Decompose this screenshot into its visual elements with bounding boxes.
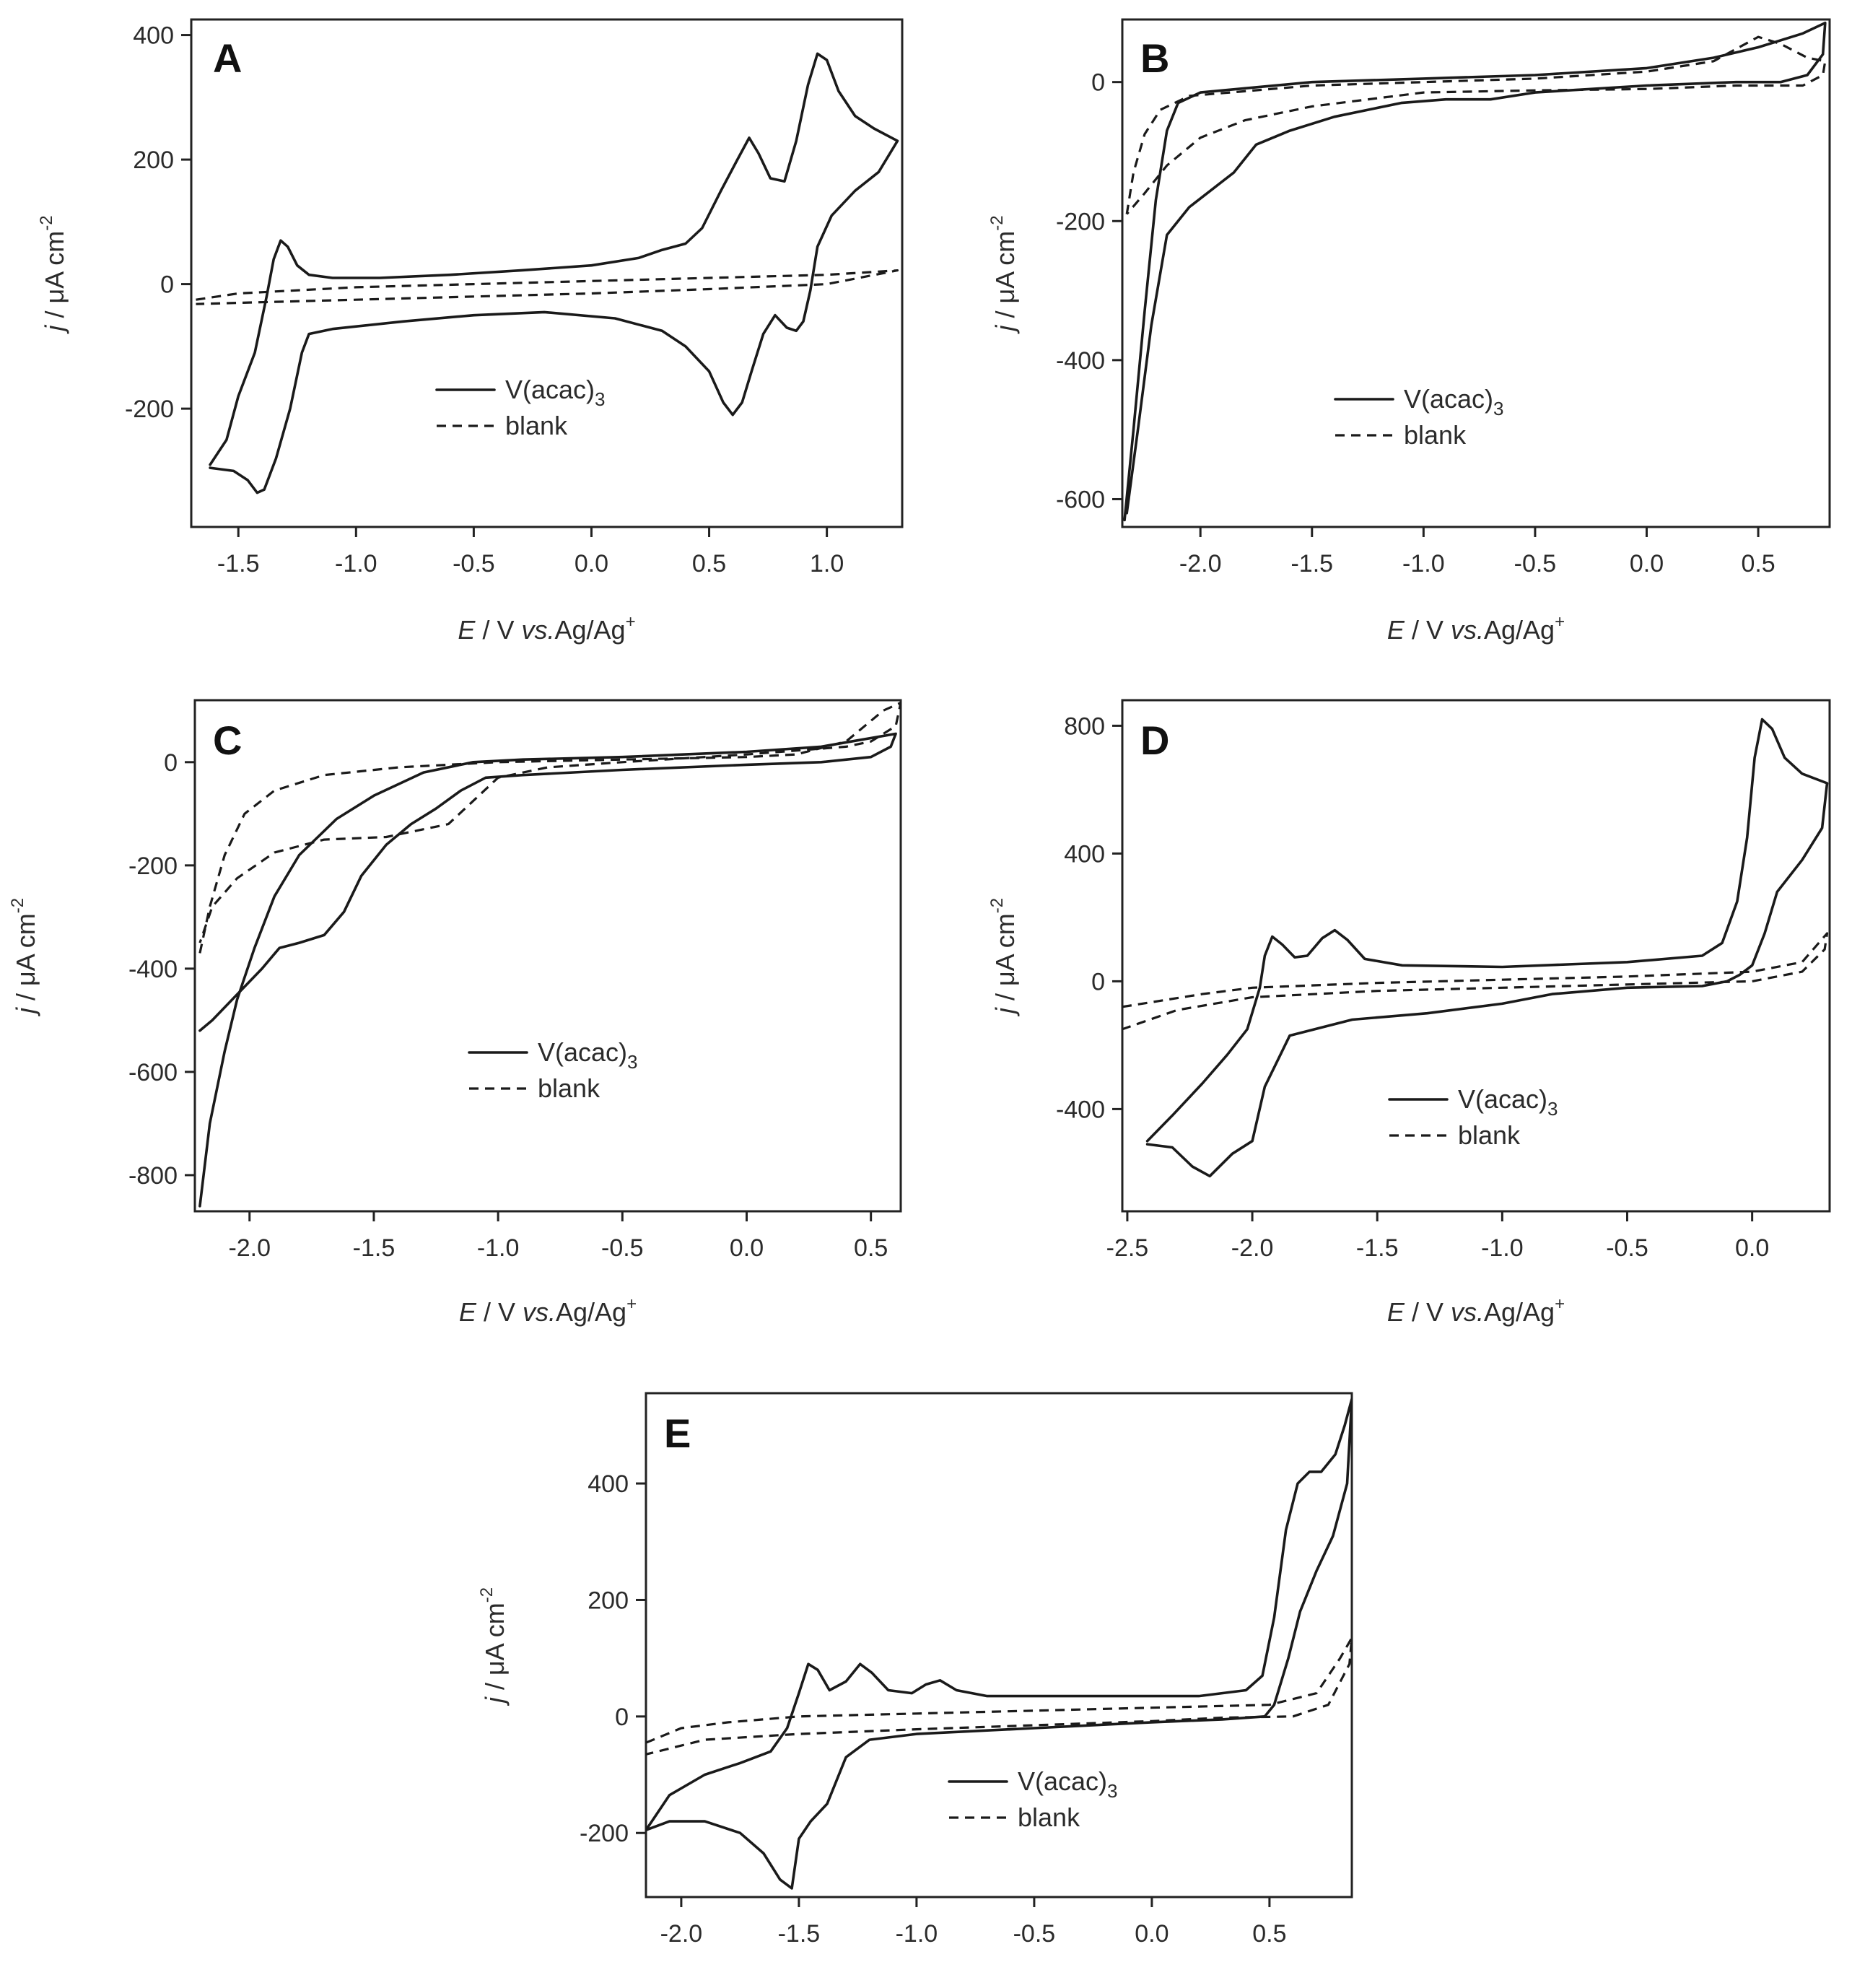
panel-b-x-tick-label: -1.5 [1290, 550, 1333, 577]
panel-b-x-axis-label: E / V vs.Ag/Ag+ [1387, 612, 1565, 645]
panel-b-legend-vacac3: V(acac)3 [1404, 384, 1504, 419]
panel-c-legend-blank: blank [538, 1073, 600, 1103]
panel-b-y-tick-label: 0 [1091, 69, 1105, 97]
panel-c-x-tick-label: 0.5 [854, 1234, 888, 1262]
panel-d-x-tick-label: -2.0 [1231, 1234, 1274, 1262]
panel-d-x-tick-label: -1.0 [1481, 1234, 1524, 1262]
panel-c-y-tick-label: -400 [128, 956, 178, 983]
panel-a-legend-vacac3: V(acac)3 [505, 375, 606, 410]
panel-b-plot-frame [1121, 18, 1831, 528]
panel-b-y-tick-label: -400 [1056, 347, 1105, 375]
panel-c-legend-vacac3: V(acac)3 [538, 1037, 638, 1073]
panel-d-y-tick-label: 0 [1091, 968, 1105, 995]
panel-c-y-tick-label: -800 [128, 1162, 178, 1190]
panel-c-x-tick-label: -0.5 [601, 1234, 644, 1262]
panel-e-legend-vacac3: V(acac)3 [1018, 1766, 1118, 1802]
panel-a-y-tick-label: 0 [160, 271, 174, 299]
panel-e-y-tick-label: 400 [588, 1470, 629, 1498]
panel-c-series-blank [198, 702, 901, 954]
panel-c-plot-frame [193, 699, 902, 1213]
panel-e-x-tick-label: 0.5 [1252, 1920, 1286, 1948]
panel-a-x-tick-label: 0.5 [692, 550, 726, 577]
panel-d-x-axis-label: E / V vs.Ag/Ag+ [1387, 1294, 1565, 1327]
panel-b-y-axis-label: j / μA cm-2 [987, 215, 1020, 334]
panel-e: -2.0 -1.5 -1.0 -0.5 0.0 0.5 -200 0 200 400 E V(acac… [477, 1392, 1353, 1948]
panel-c-y-tick-label: -200 [128, 853, 178, 880]
panel-b-x-tick-label: 0.0 [1630, 550, 1664, 577]
panel-e-letter: E [664, 1411, 691, 1456]
panel-b-legend-blank: blank [1404, 420, 1467, 450]
panel-b-x-tick-label: -1.0 [1402, 550, 1445, 577]
panel-b-x-tick-label: -0.5 [1514, 550, 1557, 577]
panel-a-series-vacac3 [209, 52, 899, 494]
panel-d: -2.5 -2.0 -1.5 -1.0 -0.5 0.0 -400 0 400 800 D V(aca… [987, 699, 1831, 1327]
panel-a-y-tick-label: -200 [125, 396, 174, 423]
panel-d-x-tick-label: -1.5 [1356, 1234, 1399, 1262]
panel-b-y-tick-label: -200 [1056, 208, 1105, 235]
panel-d-x-tick-label: 0.0 [1735, 1234, 1769, 1262]
panel-c-y-tick-label: -600 [128, 1059, 178, 1086]
panel-a-x-tick-label: -1.5 [217, 550, 260, 577]
panel-e-y-tick-label: 200 [588, 1587, 629, 1614]
panel-d-y-tick-label: 400 [1064, 840, 1105, 868]
panel-b-x-tick-label: -2.0 [1179, 550, 1222, 577]
panel-e-legend-blank: blank [1018, 1802, 1080, 1832]
panel-a-plot-frame [190, 18, 904, 528]
panel-b: -2.0 -1.5 -1.0 -0.5 0.0 0.5 -600 -400 -200 0 B V(ac… [987, 18, 1831, 645]
panel-e-x-tick-label: 0.0 [1135, 1920, 1169, 1948]
panel-e-x-tick-label: -0.5 [1013, 1920, 1056, 1948]
panel-b-series-blank [1125, 35, 1827, 215]
panel-b-letter: B [1140, 35, 1169, 81]
panel-d-series-blank [1122, 932, 1829, 1031]
panel-a-x-tick-label: -0.5 [453, 550, 495, 577]
panel-e-x-tick-label: -1.0 [896, 1920, 938, 1948]
panel-a-y-tick-label: 200 [133, 147, 174, 174]
panel-c-x-axis-label: E / V vs.Ag/Ag+ [459, 1294, 637, 1327]
panel-c-y-axis-label: j / μA cm-2 [8, 898, 40, 1017]
panel-d-letter: D [1140, 718, 1169, 763]
panel-b-x-tick-label: 0.5 [1741, 550, 1775, 577]
panel-e-y-tick-label: 0 [615, 1704, 629, 1731]
panel-a-x-tick-label: 1.0 [810, 550, 844, 577]
panel-d-legend-blank: blank [1458, 1120, 1521, 1150]
panel-a-y-tick-label: 400 [133, 22, 174, 50]
panel-a-series-blank [196, 269, 899, 305]
panel-c-x-tick-label: 0.0 [730, 1234, 764, 1262]
panel-c-letter: C [213, 718, 242, 763]
panel-a-x-tick-label: -1.0 [335, 550, 377, 577]
panel-a-y-axis-label: j / μA cm-2 [37, 215, 69, 334]
panel-c-series-vacac3 [198, 732, 897, 1208]
panel-e-x-tick-label: -1.5 [778, 1920, 821, 1948]
panel-a: -1.5 -1.0 -0.5 0.0 0.5 1.0 -200 0 200 400 A V(acac)… [37, 18, 904, 645]
panel-d-series-vacac3 [1145, 718, 1829, 1178]
panel-e-y-axis-label: j / μA cm-2 [477, 1587, 510, 1706]
panel-d-legend-vacac3: V(acac)3 [1458, 1084, 1558, 1120]
panel-d-y-tick-label: -400 [1056, 1096, 1105, 1123]
panel-a-legend-blank: blank [505, 411, 568, 440]
panel-e-series-blank [646, 1636, 1352, 1756]
panel-a-x-tick-label: 0.0 [575, 550, 608, 577]
panel-d-x-tick-label: -2.5 [1106, 1234, 1149, 1262]
panel-e-plot-frame [645, 1392, 1353, 1898]
panel-c-x-tick-label: -1.0 [477, 1234, 520, 1262]
panel-e-y-tick-label: -200 [580, 1820, 629, 1847]
panel-b-series-vacac3 [1123, 22, 1827, 522]
panel-d-y-tick-label: 800 [1064, 712, 1105, 740]
panel-b-y-tick-label: -600 [1056, 486, 1105, 513]
panel-a-x-axis-label: E / V vs.Ag/Ag+ [458, 612, 635, 645]
panel-e-series-vacac3 [646, 1398, 1352, 1890]
panel-c-y-tick-label: 0 [164, 749, 178, 777]
panel-c-x-tick-label: -1.5 [353, 1234, 396, 1262]
panel-a-letter: A [213, 35, 242, 81]
panel-e-x-tick-label: -2.0 [660, 1920, 703, 1948]
panel-d-x-tick-label: -0.5 [1606, 1234, 1648, 1262]
panel-c: -2.0 -1.5 -1.0 -0.5 0.0 0.5 -800 -600 -400 -200 0 C… [8, 699, 902, 1327]
panel-d-y-axis-label: j / μA cm-2 [987, 898, 1020, 1017]
panel-c-x-tick-label: -2.0 [228, 1234, 271, 1262]
panel-d-plot-frame [1121, 699, 1831, 1213]
